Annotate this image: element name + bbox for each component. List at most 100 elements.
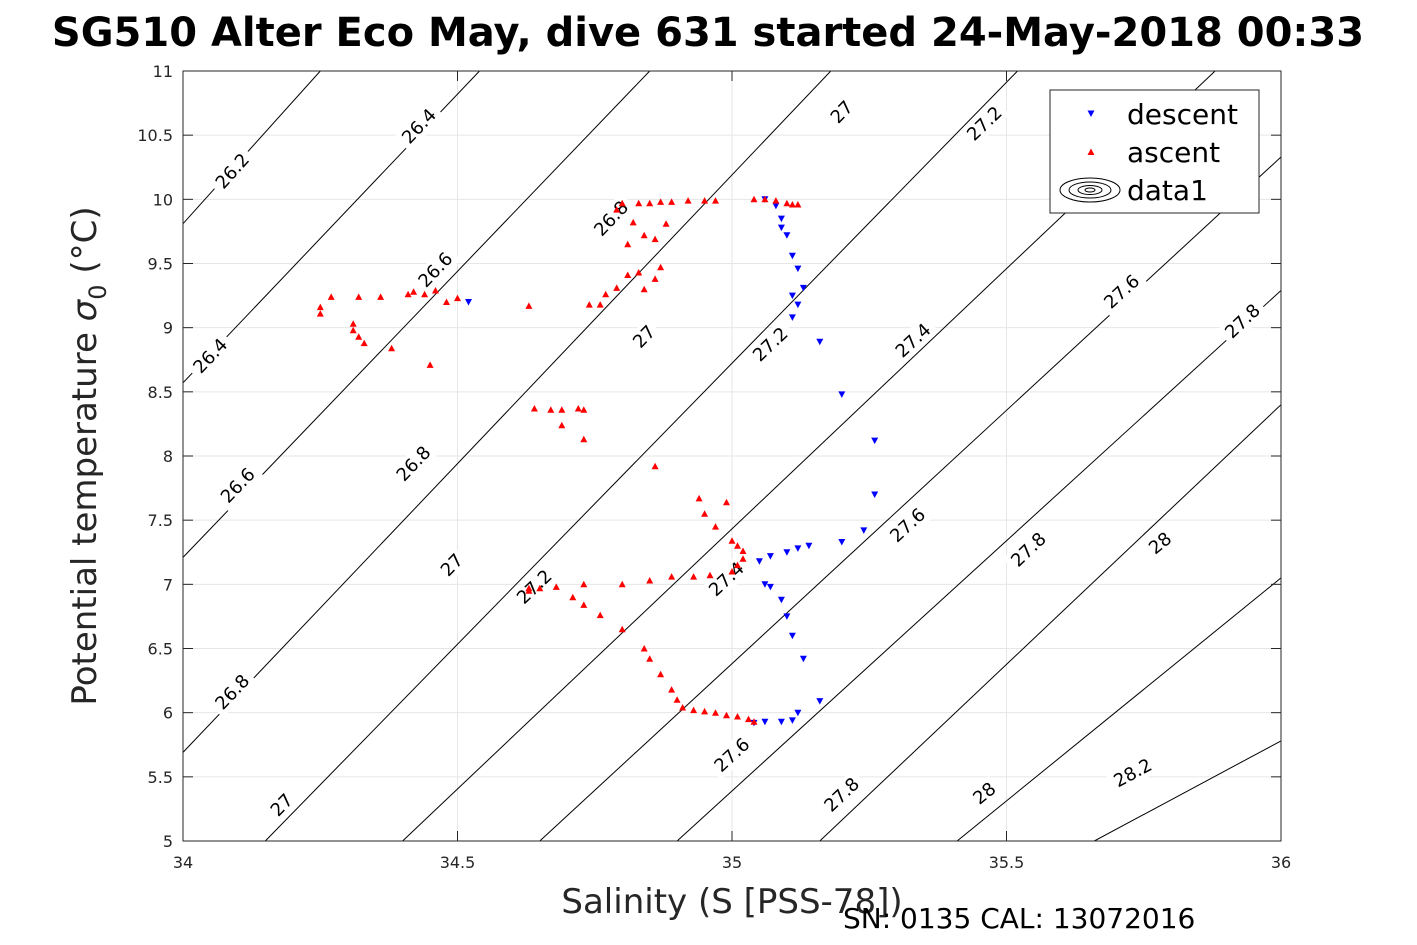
contour-label-bg [508, 561, 561, 613]
contour-label-bg [744, 319, 797, 370]
contour-label-bg [212, 459, 264, 512]
ascent-point [712, 709, 719, 716]
contour-labels: 26.226.426.426.626.626.826.826.827272727… [185, 94, 1269, 824]
ascent-point [558, 406, 566, 413]
contour-label-bg [1095, 266, 1148, 317]
x-axis-ticks: 34 34.5 35 35.5 36 [173, 71, 1291, 872]
descent-point [777, 596, 785, 604]
ascent-point [728, 568, 736, 575]
ascent-point [349, 320, 357, 327]
contour-label-bg [410, 244, 461, 296]
ascent-point [668, 198, 676, 205]
x-axis-label: Salinity (S [PSS-78]) [561, 882, 902, 922]
ascent-point [734, 713, 741, 720]
y-axis-label-main: Potential temperature [65, 321, 105, 705]
y-axis-label: Potential temperature σ0 (°C) [65, 206, 112, 705]
ascent-point [421, 290, 429, 298]
contour-label: 27.4 [887, 315, 940, 366]
descent-point [777, 215, 785, 223]
ascent-point [668, 686, 676, 693]
descent-point [755, 558, 763, 565]
y-axis-label-unit: (°C) [65, 206, 105, 284]
x-tick-label: 34 [173, 853, 193, 872]
ascent-point [316, 303, 324, 311]
y-tick-label: 7 [163, 575, 173, 594]
ascent-point [596, 611, 604, 619]
ascent-point [454, 294, 461, 302]
ascent-point [618, 625, 626, 633]
ascent-point [723, 498, 730, 506]
ascent-point [547, 406, 555, 413]
ascent-point [377, 293, 385, 300]
ascent-point [651, 462, 659, 470]
descent-point [794, 545, 802, 552]
descent-point [772, 202, 780, 210]
ascent-point [640, 231, 648, 239]
legend-data1-label: data1 [1127, 174, 1208, 207]
ascent-point [552, 583, 560, 590]
ascent-point [761, 195, 769, 203]
contour-label-bg [1142, 525, 1179, 561]
ascent-point [679, 704, 687, 711]
density-contour-line [956, 577, 1281, 841]
contour-label: 27.2 [744, 319, 797, 370]
ascent-point [728, 537, 736, 544]
density-contour-line [676, 290, 1281, 841]
ascent-point [712, 197, 719, 204]
density-contour-line [183, 71, 321, 225]
ascent-point [701, 197, 709, 204]
ascent-point [443, 298, 450, 305]
descent-point [788, 252, 796, 260]
density-contour-line [1094, 740, 1281, 841]
contour-label-bg [207, 666, 258, 718]
y-tick-label: 8.5 [148, 383, 173, 402]
ascent-point [646, 199, 654, 207]
ascent-point [585, 301, 593, 308]
legend-descent-label: descent [1127, 98, 1238, 131]
ascent-point [613, 284, 621, 291]
y-tick-label: 10 [153, 190, 173, 209]
descent-point [766, 583, 774, 591]
contour-label-bg [263, 787, 300, 824]
legend-descent-marker [1087, 110, 1095, 117]
y-tick-label: 9 [163, 319, 173, 338]
descent-point [766, 553, 774, 560]
ascent-point [536, 584, 544, 592]
descent-point [794, 265, 802, 273]
descent-point [838, 539, 846, 546]
ascent-point [701, 707, 709, 715]
descent-point [788, 314, 796, 321]
ascent-point [635, 269, 643, 276]
contour-label-bg [1105, 751, 1161, 795]
ascent-point [745, 715, 752, 723]
ascent-point [355, 293, 363, 300]
ascent-point [657, 263, 665, 271]
descent-point [871, 491, 879, 498]
descent-point [799, 284, 807, 292]
ascent-point [723, 711, 730, 719]
contour-label-bg [1216, 296, 1269, 347]
ascent-point [349, 326, 357, 334]
legend: descent ascent data1 [1049, 89, 1260, 214]
legend-box [1049, 89, 1260, 214]
ascent-point [618, 199, 626, 207]
ascent-point [525, 302, 533, 309]
ascent-point [596, 301, 604, 308]
ascent-point [646, 577, 654, 584]
descent-point [871, 437, 879, 445]
y-axis-label-sigma: σ [65, 298, 105, 321]
contour-label-bg [706, 730, 758, 780]
y-tick-label: 8 [163, 447, 173, 466]
ascent-point [668, 573, 676, 580]
y-axis-ticks: 5 5.5 6 6.5 7 7.5 8 8.5 9 9.5 10 10.5 11 [137, 62, 1281, 851]
ascent-point [640, 645, 648, 652]
ascent-point [706, 571, 714, 579]
ascent-point [750, 718, 758, 725]
ascent-point [739, 547, 747, 554]
ascent-point [690, 573, 698, 580]
ascent-point [646, 655, 654, 662]
contour-label-bg [393, 100, 445, 152]
density-contour-line [819, 404, 1281, 841]
ascent-point [432, 287, 439, 294]
y-tick-label: 5 [163, 832, 173, 851]
